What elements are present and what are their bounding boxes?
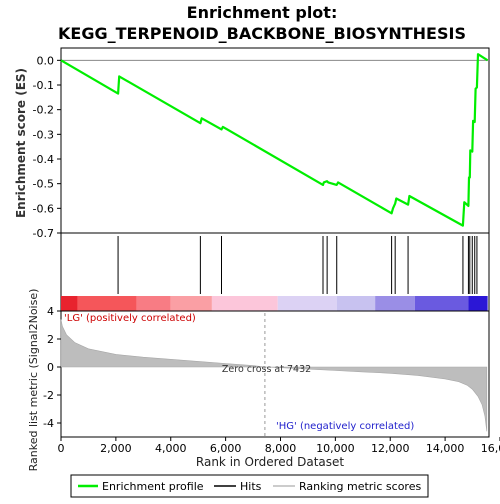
es-panel: 0.0 -0.1 -0.2 -0.3 -0.4 -0.5 -0.6 -0.7 <box>33 48 489 240</box>
es-tick-label: -0.6 <box>33 202 54 215</box>
x-tick-label: 4,000 <box>155 442 187 455</box>
zero-cross-label: Zero cross at 7432 <box>222 364 311 375</box>
x-tick-label: 6,000 <box>210 442 242 455</box>
positive-correlation-label: 'LG' (positively correlated) <box>64 313 196 324</box>
colorbar-segment <box>171 296 212 311</box>
y-axis-label-metric: Ranked list metric (Signal2Noise) <box>27 289 40 472</box>
es-tick-label: -0.2 <box>33 104 54 117</box>
colorbar-segment <box>136 296 170 311</box>
colorbar-segment <box>61 296 77 311</box>
colorbar-segment <box>375 296 415 311</box>
es-tick-label: 0.0 <box>37 54 55 67</box>
colorbar-segment <box>278 296 337 311</box>
colorbar-segment <box>468 296 487 311</box>
metric-tick-label: 4 <box>47 305 54 318</box>
legend: Enrichment profile Hits Ranking metric sco… <box>71 475 428 497</box>
colorbar-segment <box>415 296 469 311</box>
hits-panel <box>61 233 489 311</box>
x-axis: 0 2,000 4,000 6,000 8,000 10,000 12,000 14,000 1… <box>58 437 500 455</box>
x-tick-label: 16,000 <box>481 442 500 455</box>
colorbar-segment <box>77 296 136 311</box>
x-tick-label: 0 <box>58 442 65 455</box>
chart-title: Enrichment plot: <box>187 3 338 22</box>
colorbar-segment <box>212 296 278 311</box>
x-tick-label: 8,000 <box>265 442 297 455</box>
metric-tick-label: -2 <box>43 389 54 402</box>
metric-tick-label: 2 <box>47 333 54 346</box>
es-tick-label: -0.7 <box>33 227 54 240</box>
x-tick-label: 12,000 <box>371 442 410 455</box>
legend-label: Hits <box>240 480 262 493</box>
legend-label: Enrichment profile <box>102 480 204 493</box>
chart-subtitle: KEGG_TERPENOID_BACKBONE_BIOSYNTHESIS <box>58 24 466 43</box>
x-axis-label: Rank in Ordered Dataset <box>196 455 344 469</box>
y-axis-label-es: Enrichment score (ES) <box>14 68 28 218</box>
negative-correlation-label: 'HG' (negatively correlated) <box>276 421 414 432</box>
x-tick-label: 2,000 <box>100 442 132 455</box>
metric-tick-label: -4 <box>43 417 54 430</box>
colorbar-segment <box>337 296 375 311</box>
x-tick-label: 10,000 <box>316 442 355 455</box>
metric-panel: 4 2 0 -2 -4 Zero cross at 7432 'LG' (positivel… <box>43 305 489 437</box>
x-tick-label: 14,000 <box>426 442 465 455</box>
legend-label: Ranking metric scores <box>299 480 421 493</box>
es-tick-label: -0.5 <box>33 178 54 191</box>
es-tick-label: -0.3 <box>33 128 54 141</box>
es-tick-label: -0.1 <box>33 79 54 92</box>
es-tick-label: -0.4 <box>33 153 54 166</box>
metric-tick-label: 0 <box>47 361 54 374</box>
